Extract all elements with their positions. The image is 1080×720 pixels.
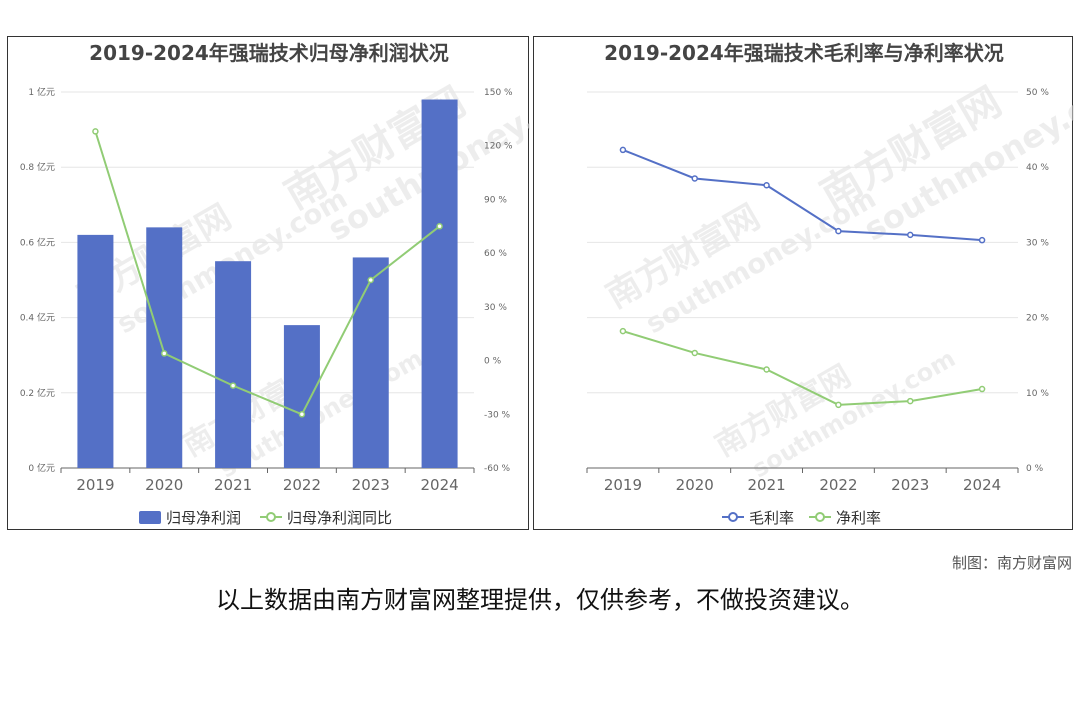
x-tick-label: 2019: [76, 476, 114, 494]
y-right-tick-label: 10 %: [1026, 389, 1049, 399]
yoy-point-2021: [229, 382, 237, 389]
series-point-1-2022: [835, 401, 842, 409]
series-point-1-2019: [619, 327, 627, 335]
legend-swatch-gross-dot: [728, 512, 738, 522]
y-left-tick-label: 0.4 亿元: [20, 312, 55, 324]
y-right-tick-label: 150 %: [484, 88, 513, 98]
y-right-tick-label: -60 %: [484, 464, 511, 474]
y-right-tick-label: 40 %: [1026, 163, 1049, 173]
series-point-0-2024: [978, 236, 986, 244]
x-tick-label: 2022: [819, 476, 857, 494]
legend-label-line: 归母净利润同比: [287, 509, 392, 527]
legend-label-bar: 归母净利润: [166, 509, 241, 527]
bar-2021: [215, 261, 252, 468]
watermark: 南方财富网southmoney.com南方财富网southmoney.com南方…: [600, 62, 1075, 483]
y-right-tick-label: 50 %: [1026, 88, 1049, 98]
y-left-tick-label: 0.6 亿元: [20, 236, 55, 248]
y-right-tick-label: 60 %: [484, 249, 507, 259]
legend-label-net: 净利率: [836, 509, 881, 527]
bar-2022: [283, 325, 320, 468]
series-point-0-2021: [763, 181, 770, 189]
legend-label-gross: 毛利率: [749, 509, 794, 527]
series-point-1-2024: [978, 385, 986, 393]
margin-chart: 南方财富网southmoney.com南方财富网southmoney.com南方…: [586, 41, 1075, 527]
series-point-1-2021: [763, 366, 770, 373]
series-point-0-2020: [691, 175, 698, 182]
yoy-point-2022: [298, 411, 306, 418]
left-chart-panel: 南方财富网southmoney.com南方财富网southmoney.com南方…: [7, 36, 530, 530]
y-right-tick-label: 0 %: [484, 357, 502, 367]
y-right-tick-label: 0 %: [1026, 464, 1044, 474]
yoy-point-2019: [92, 128, 99, 135]
y-right-tick-label: 20 %: [1026, 314, 1049, 324]
chart-title: 2019-2024年强瑞技术归母净利润状况: [89, 41, 449, 65]
net-profit-chart: 南方财富网southmoney.com南方财富网southmoney.com南方…: [20, 41, 530, 527]
x-tick-label: 2020: [676, 476, 714, 494]
bar-2020: [146, 227, 183, 468]
series-point-0-2022: [835, 227, 842, 235]
series-line-1: [622, 330, 983, 406]
x-tick-label: 2023: [352, 476, 390, 494]
x-tick-label: 2024: [963, 476, 1001, 494]
y-left-tick-label: 0.8 亿元: [20, 161, 55, 173]
chart-credit: 制图：南方财富网: [951, 554, 1072, 572]
yoy-line: [94, 131, 441, 416]
chart-title: 2019-2024年强瑞技术毛利率与净利率状况: [604, 41, 1004, 65]
yoy-point-2023: [367, 276, 374, 284]
right-chart-panel: 南方财富网 southmoney.com 南方财富网 southmoney.com 南方…: [533, 36, 1075, 530]
bar-2024: [421, 99, 458, 468]
x-tick-label: 2023: [891, 476, 929, 494]
x-tick-label: 2019: [604, 476, 642, 494]
y-right-tick-label: 90 %: [484, 195, 507, 205]
y-right-tick-label: 30 %: [484, 303, 507, 313]
yoy-point-2024: [436, 223, 443, 230]
legend-swatch-bar: [139, 511, 161, 524]
series-line-0: [622, 148, 983, 242]
series-point-0-2019: [619, 146, 627, 154]
y-left-tick-label: 1 亿元: [28, 86, 55, 98]
bar-2023: [352, 257, 389, 468]
x-tick-label: 2021: [747, 476, 785, 494]
y-left-tick-label: 0 亿元: [28, 462, 55, 474]
y-left-tick-label: 0.2 亿元: [20, 387, 55, 399]
x-tick-label: 2021: [214, 476, 252, 494]
yoy-point-2020: [161, 350, 168, 357]
y-right-tick-label: 30 %: [1026, 238, 1049, 248]
series-point-0-2023: [907, 231, 914, 239]
series-point-1-2020: [691, 349, 698, 357]
y-right-tick-label: 120 %: [484, 142, 513, 152]
legend: 毛利率 净利率: [722, 509, 881, 527]
disclaimer-text: 以上数据由南方财富网整理提供，仅供参考，不做投资建议。: [216, 586, 864, 614]
legend-swatch-net-dot: [815, 512, 825, 522]
legend: 归母净利润 归母净利润同比: [139, 509, 392, 527]
x-tick-label: 2020: [145, 476, 183, 494]
series-point-1-2023: [907, 397, 914, 405]
bar-2019: [77, 234, 114, 468]
x-tick-label: 2024: [420, 476, 458, 494]
x-tick-label: 2022: [283, 476, 321, 494]
y-right-tick-label: -30 %: [484, 410, 511, 420]
legend-swatch-line-dot: [266, 512, 276, 522]
